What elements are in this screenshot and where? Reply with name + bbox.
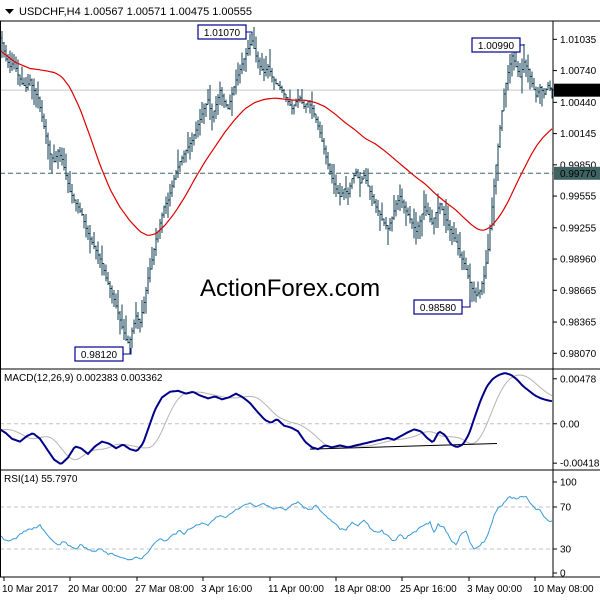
time-axis-label: 27 Mar 08:00 — [135, 584, 194, 595]
annotation-text: 0.98580 — [420, 303, 457, 314]
rsi-series — [0, 495, 553, 561]
time-axis-label: 25 Apr 16:00 — [400, 584, 457, 595]
rsi-line — [0, 495, 553, 561]
macd-axis-label: 0.00478 — [560, 374, 597, 385]
macd-signal-line — [0, 374, 553, 461]
time-axis-label: 3 May 00:00 — [467, 584, 522, 595]
macd-main-line — [0, 372, 553, 465]
rsi-axis-label: 30 — [560, 545, 572, 556]
chart-title: USDCHF,H4 1.00567 1.00571 1.00475 1.0055… — [19, 6, 252, 18]
level-price-tag — [554, 166, 600, 180]
price-axis-label: 1.01035 — [560, 35, 597, 46]
price-axis-label: 0.98665 — [560, 286, 597, 297]
time-axis-label: 18 Apr 08:00 — [334, 584, 391, 595]
price-axis-label: 0.99850 — [560, 160, 597, 171]
annotation-text: 0.98120 — [81, 350, 118, 361]
price-axis-label: 0.98365 — [560, 318, 597, 329]
axes: 1.01035 1.00740 1.00440 1.00145 0.99850 0.995… — [0, 20, 600, 595]
bid-price-tag — [554, 83, 600, 97]
bid-price-tag-text: 1.00555 — [560, 86, 597, 97]
macd-trendline — [309, 443, 498, 450]
price-axis-label: 1.00740 — [560, 66, 597, 77]
price-axis-label: 0.99555 — [560, 192, 597, 203]
level-price-tag-text: 0.99770 — [560, 169, 597, 180]
time-axis-label: 3 Apr 16:00 — [201, 584, 253, 595]
instrument-dropdown-icon[interactable] — [5, 9, 14, 14]
macd-series — [0, 372, 553, 465]
annotations: 1.01070 1.00990 0.98580 0.98120 — [74, 24, 525, 362]
annotation-text: 1.01070 — [204, 28, 241, 39]
annotation-connector — [123, 348, 132, 355]
macd-axis-label: -0.004185 — [560, 459, 600, 470]
price-axis-label: 1.00440 — [560, 98, 597, 109]
price-level-lines — [0, 89, 553, 174]
time-axis-label: 20 Mar 00:00 — [68, 584, 127, 595]
annotation-text: 1.00990 — [478, 41, 515, 52]
moving-average-line — [0, 50, 553, 236]
macd-label: MACD(12,26,9) 0.002383 0.003362 — [4, 373, 163, 384]
annotation-connector — [462, 299, 471, 308]
watermark: ActionForex.com — [200, 275, 380, 302]
price-axis-label: 0.99255 — [560, 223, 597, 234]
rsi-axis-label: 100 — [560, 478, 577, 489]
price-series — [0, 26, 554, 355]
macd-axis-label: 0.00 — [560, 419, 580, 430]
time-axis-label: 10 May 08:00 — [533, 584, 594, 595]
price-axis-label: 1.00145 — [560, 129, 597, 140]
rsi-axis-label: 0 — [560, 569, 566, 580]
rsi-label: RSI(14) 55.7970 — [4, 474, 78, 485]
ohlc-bars — [0, 26, 554, 355]
price-axis-label: 0.98960 — [560, 255, 597, 266]
annotation-connector — [520, 44, 525, 46]
rsi-axis-label: 70 — [560, 503, 572, 514]
annotation-connector — [246, 31, 253, 36]
time-axis-label: 10 Mar 2017 — [2, 584, 59, 595]
price-axis-label: 0.98070 — [560, 349, 597, 360]
time-axis-label: 11 Apr 00:00 — [268, 584, 324, 595]
